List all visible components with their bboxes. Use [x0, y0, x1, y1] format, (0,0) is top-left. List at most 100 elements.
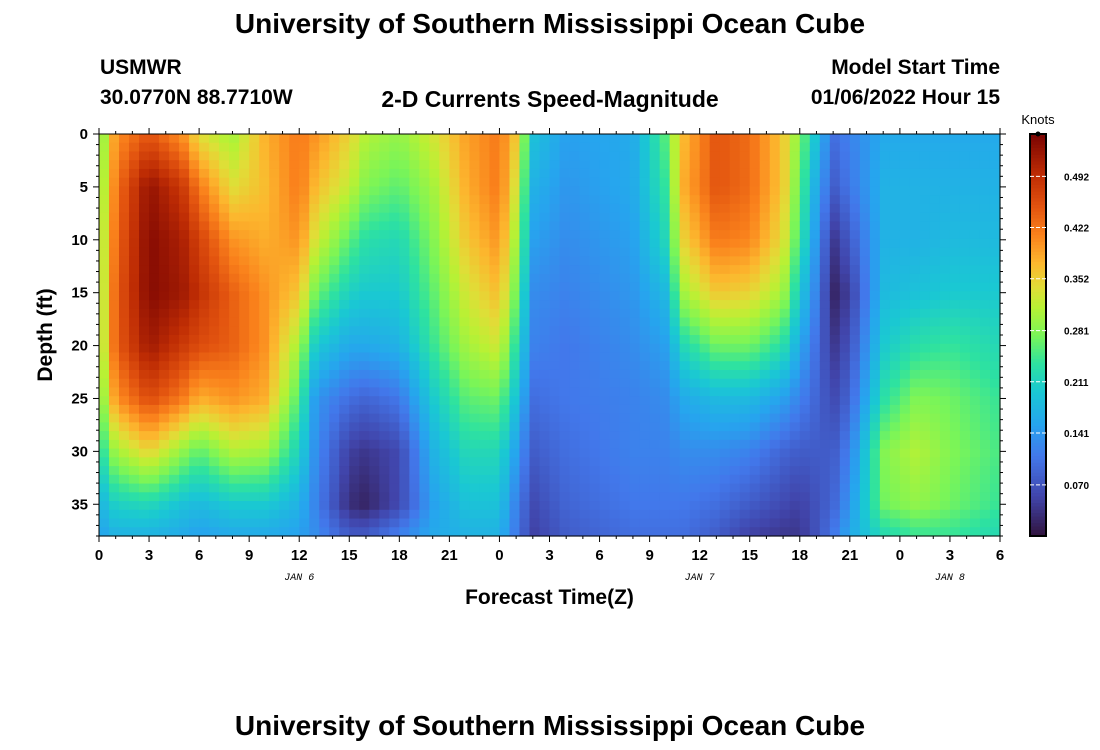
heatmap-cell — [959, 291, 971, 301]
heatmap-cell — [199, 282, 210, 292]
heatmap-cell — [969, 221, 981, 231]
heatmap-cell — [99, 474, 110, 485]
colorbar-segment — [1030, 469, 1046, 473]
heatmap-cell — [979, 265, 991, 275]
heatmap-cell — [689, 422, 701, 432]
heatmap-cell — [929, 273, 941, 284]
heatmap-cell — [419, 247, 430, 257]
heatmap-cell — [899, 317, 911, 327]
heatmap-cell — [489, 518, 501, 528]
heatmap-cell — [169, 422, 180, 432]
heatmap-cell — [789, 378, 801, 389]
heatmap-cell — [349, 492, 360, 502]
heatmap-cell — [299, 282, 310, 292]
heatmap-cell — [269, 317, 280, 327]
heatmap-cell — [419, 203, 430, 214]
heatmap-cell — [209, 308, 220, 319]
heatmap-cell — [989, 160, 1001, 170]
heatmap-cell — [849, 501, 861, 511]
heatmap-cell — [499, 177, 511, 188]
heatmap-cell — [549, 282, 561, 292]
heatmap-cell — [619, 247, 631, 257]
heatmap-cell — [809, 212, 821, 222]
heatmap-cell — [969, 509, 981, 520]
heatmap-cell — [249, 518, 260, 528]
heatmap-cell — [489, 221, 501, 231]
heatmap-cell — [399, 509, 410, 520]
heatmap-cell — [179, 160, 190, 170]
heatmap-cell — [469, 492, 481, 502]
colorbar-cap-top — [1035, 131, 1041, 137]
heatmap-cell — [179, 195, 190, 205]
heatmap-cell — [909, 177, 921, 188]
heatmap-cell — [869, 221, 881, 231]
heatmap-cell — [919, 369, 931, 380]
heatmap-cell — [969, 160, 981, 170]
heatmap-cell — [819, 247, 831, 257]
heatmap-cell — [559, 177, 571, 188]
heatmap-cell — [409, 160, 420, 170]
heatmap-cell — [879, 186, 891, 196]
heatmap-cell — [499, 247, 511, 257]
heatmap-cell — [479, 404, 491, 415]
heatmap-cell — [959, 151, 971, 161]
heatmap-cell — [359, 282, 370, 292]
heatmap-cell — [679, 422, 691, 432]
heatmap-cell — [819, 361, 831, 371]
heatmap-cell — [339, 160, 350, 170]
heatmap-cell — [759, 509, 771, 520]
heatmap-cell — [329, 335, 340, 345]
heatmap-cell — [619, 326, 631, 336]
heatmap-cell — [189, 413, 200, 423]
heatmap-cell — [199, 326, 210, 336]
heatmap-cell — [949, 527, 961, 537]
heatmap-cell — [959, 308, 971, 319]
heatmap-cell — [269, 282, 280, 292]
heatmap-cell — [349, 177, 360, 188]
heatmap-cell — [129, 352, 140, 362]
heatmap-cell — [329, 265, 340, 275]
heatmap-cell — [249, 134, 260, 144]
heatmap-cell — [549, 527, 561, 537]
heatmap-cell — [639, 221, 651, 231]
heatmap-cell — [539, 335, 551, 345]
heatmap-cell — [99, 501, 110, 511]
heatmap-cell — [159, 483, 170, 493]
heatmap-cell — [739, 343, 751, 354]
heatmap-cell — [389, 134, 400, 144]
heatmap-cell — [379, 203, 390, 214]
heatmap-cell — [699, 396, 711, 406]
heatmap-cell — [399, 431, 410, 441]
heatmap-cell — [699, 413, 711, 423]
heatmap-cell — [739, 308, 751, 319]
heatmap-cell — [849, 247, 861, 257]
heatmap-cell — [259, 474, 270, 485]
heatmap-cell — [349, 168, 360, 179]
heatmap-cell — [609, 300, 621, 310]
heatmap-cell — [779, 387, 791, 397]
heatmap-cell — [619, 256, 631, 266]
heatmap-cell — [239, 195, 250, 205]
heatmap-cell — [679, 378, 691, 389]
heatmap-cell — [259, 448, 270, 458]
heatmap-cell — [769, 256, 781, 266]
heatmap-cell — [979, 291, 991, 301]
heatmap-cell — [769, 335, 781, 345]
heatmap-cell — [399, 238, 410, 249]
heatmap-cell — [139, 439, 150, 450]
heatmap-cell — [959, 457, 971, 467]
colorbar-segment — [1030, 321, 1046, 326]
heatmap-cell — [299, 396, 310, 406]
heatmap-cell — [389, 317, 400, 327]
heatmap-cell — [199, 238, 210, 249]
heatmap-cell — [699, 317, 711, 327]
heatmap-cell — [949, 291, 961, 301]
y-tick-label: 15 — [71, 285, 88, 302]
heatmap-cell — [669, 142, 681, 153]
heatmap-cell — [649, 203, 661, 214]
heatmap-cell — [379, 256, 390, 266]
heatmap-cell — [959, 134, 971, 144]
heatmap-cell — [759, 221, 771, 231]
heatmap-cell — [819, 466, 831, 476]
heatmap-cell — [979, 300, 991, 310]
